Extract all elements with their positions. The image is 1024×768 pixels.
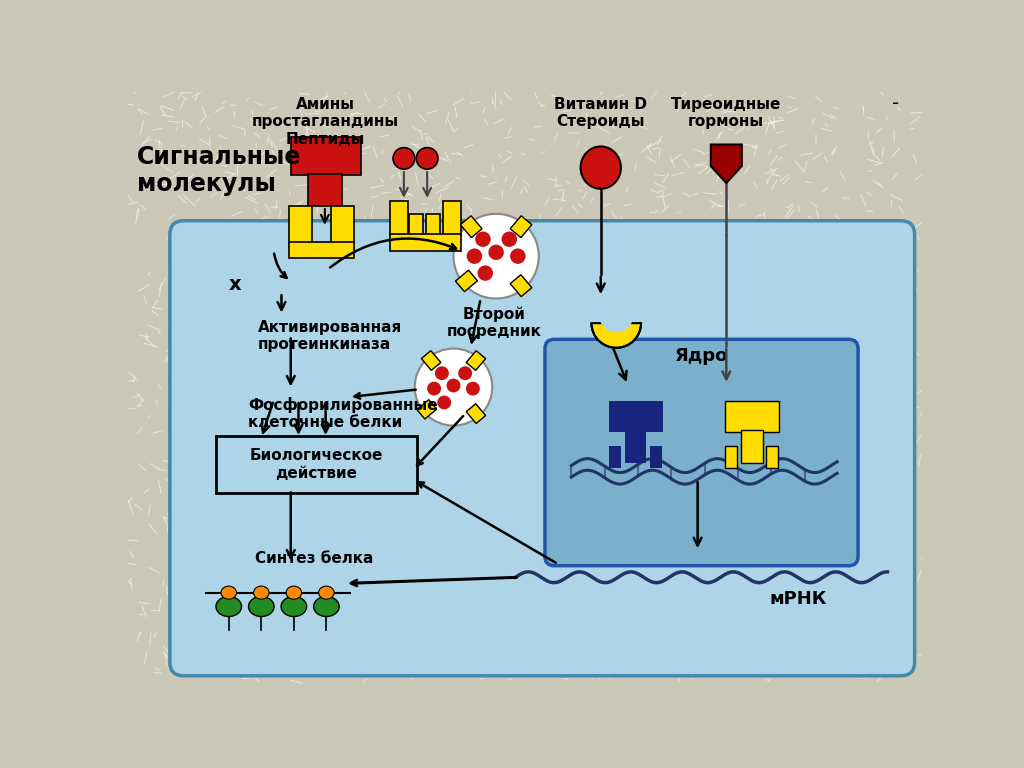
Ellipse shape (221, 586, 237, 599)
Text: Витамин D
Стероиды: Витамин D Стероиды (554, 97, 647, 129)
Bar (608, 446, 621, 468)
Text: Ядро: Ядро (675, 347, 728, 366)
Circle shape (466, 382, 480, 396)
Circle shape (458, 366, 472, 380)
Bar (510, 216, 531, 237)
Bar (421, 351, 440, 370)
Wedge shape (592, 323, 641, 348)
Bar (426, 214, 440, 235)
Circle shape (417, 147, 438, 169)
Circle shape (435, 366, 449, 380)
Ellipse shape (313, 597, 339, 617)
FancyBboxPatch shape (170, 220, 914, 676)
Text: Амины
простагландины
Пептиды: Амины простагландины Пептиды (252, 97, 399, 147)
Bar (456, 270, 477, 292)
Ellipse shape (216, 597, 242, 617)
Text: Тиреоидные
гормоны: Тиреоидные гормоны (671, 97, 781, 129)
Circle shape (475, 231, 490, 247)
Bar (443, 201, 461, 235)
Bar (461, 216, 482, 237)
Bar (466, 351, 485, 370)
Circle shape (393, 147, 415, 169)
FancyBboxPatch shape (216, 435, 417, 493)
Circle shape (437, 396, 452, 409)
Ellipse shape (286, 586, 302, 599)
Bar (766, 446, 778, 468)
Bar (649, 446, 662, 468)
Circle shape (502, 231, 517, 247)
Text: Активированная
протеинкиназа: Активированная протеинкиназа (258, 320, 402, 353)
Bar (608, 401, 663, 432)
Bar (625, 430, 646, 462)
Bar (466, 404, 485, 423)
Ellipse shape (281, 597, 306, 617)
Ellipse shape (318, 586, 334, 599)
Bar (417, 399, 436, 419)
Bar (289, 206, 312, 243)
Circle shape (454, 214, 539, 299)
Bar (390, 201, 408, 235)
Circle shape (446, 379, 461, 392)
Bar (291, 137, 360, 175)
Text: Биологическое
действие: Биологическое действие (250, 449, 383, 481)
Bar (308, 174, 342, 206)
Circle shape (477, 266, 493, 281)
Text: Сигнальные
молекулы: Сигнальные молекулы (137, 144, 302, 197)
Circle shape (467, 249, 482, 264)
Text: x: x (228, 275, 242, 294)
Bar (725, 446, 737, 468)
Bar (725, 401, 779, 432)
Ellipse shape (581, 147, 621, 189)
Text: Второй
посредник: Второй посредник (446, 306, 542, 339)
Text: -: - (892, 94, 899, 114)
Circle shape (415, 349, 493, 425)
Bar (741, 430, 763, 462)
Polygon shape (711, 144, 741, 183)
Wedge shape (599, 316, 633, 333)
Bar (410, 214, 423, 235)
Ellipse shape (254, 586, 269, 599)
Circle shape (488, 245, 504, 260)
Circle shape (510, 249, 525, 264)
Ellipse shape (249, 597, 274, 617)
Bar (331, 206, 354, 243)
Text: Синтез белка: Синтез белка (255, 551, 373, 567)
Circle shape (427, 382, 441, 396)
Text: Фосфорилированные
клеточные белки: Фосфорилированные клеточные белки (248, 397, 437, 431)
Bar (390, 233, 461, 251)
Bar (510, 275, 531, 296)
Bar (289, 242, 354, 259)
FancyBboxPatch shape (545, 339, 858, 566)
Text: мРНК: мРНК (770, 590, 827, 607)
